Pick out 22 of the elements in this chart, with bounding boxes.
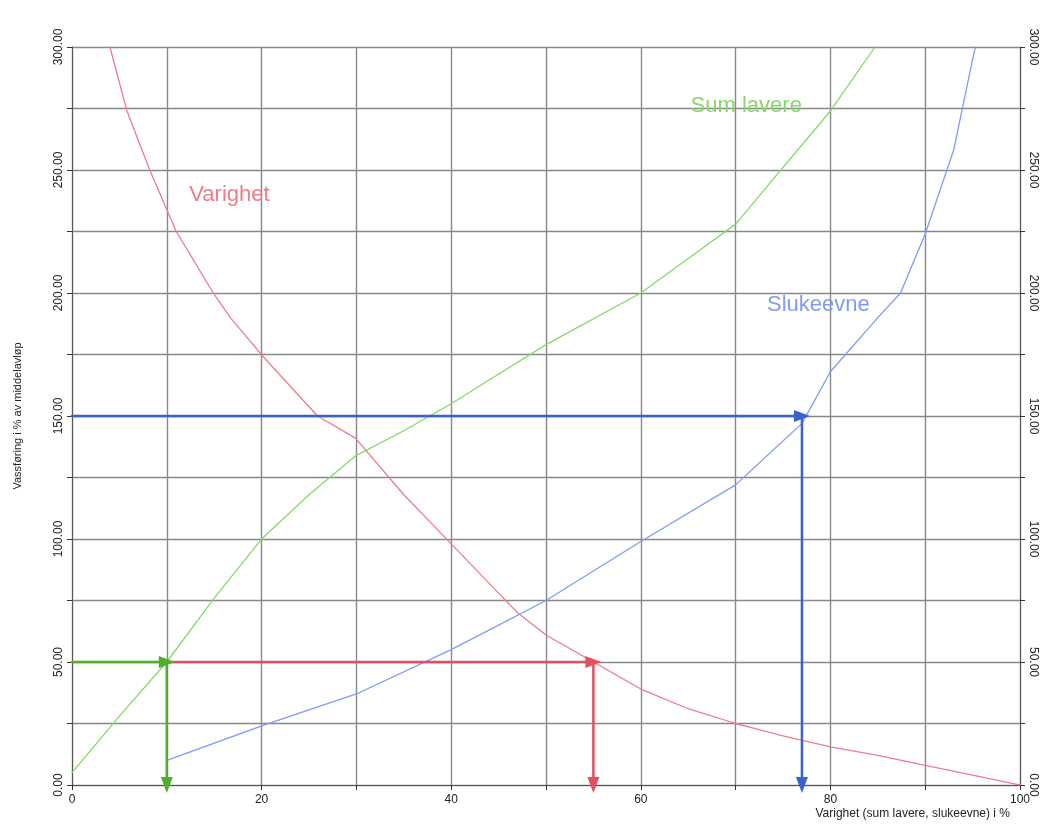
y-tick-label: 0.00: [51, 773, 65, 797]
y-tick-label: 300.00: [51, 28, 65, 66]
y2-tick-label: 300.00: [1027, 28, 1041, 66]
y2-tick-label: 250.00: [1027, 151, 1041, 189]
y-tick-label: 100.00: [51, 520, 65, 558]
line-series: [71, 46, 876, 774]
y-tick-label: 200.00: [51, 274, 65, 312]
x-tick-label: 60: [634, 792, 648, 806]
y2-tick-label: 200.00: [1027, 274, 1041, 312]
y2-tick-label: 150.00: [1027, 397, 1041, 435]
y2-tick-label: 100.00: [1027, 520, 1041, 558]
x-tick-label: 100: [1009, 792, 1031, 806]
x-tick-label: 80: [823, 792, 838, 806]
x-tick-label: 40: [444, 792, 459, 806]
y-tick-label: 50.00: [51, 646, 65, 678]
x-tick-label: 20: [254, 792, 269, 806]
y-tick-label: 250.00: [51, 151, 65, 189]
x-tick-label: 0: [68, 792, 76, 806]
y2-tick-label: 50.00: [1027, 646, 1041, 678]
x-axis-title: Varighet (sum lavere, slukeevne) i %: [815, 806, 1011, 820]
y-tick-label: 150.00: [51, 397, 65, 435]
y-axis-title: Vassføring i % av middelavløp: [10, 342, 23, 490]
